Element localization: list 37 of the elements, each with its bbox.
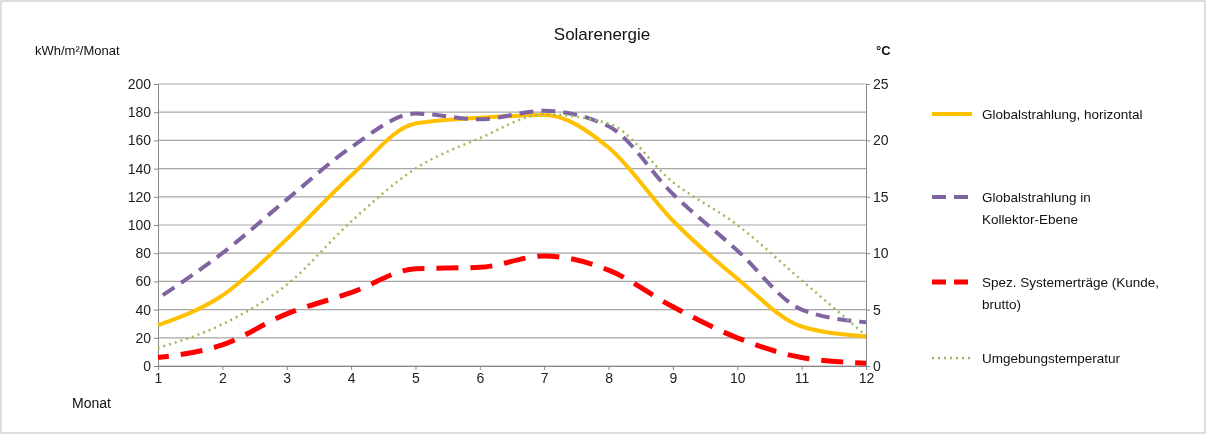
legend-label: Globalstrahlung, horizontal	[982, 107, 1143, 122]
y-axis-title: kWh/m²/Monat	[35, 43, 120, 58]
x-tick-label: 12	[858, 369, 875, 386]
chart-title: Solarenergie	[553, 25, 651, 44]
x-tick-label: 7	[540, 369, 549, 386]
x-tick-label: 8	[605, 369, 614, 386]
y-tick-label: 0	[143, 357, 152, 374]
y2-tick-label: 25	[873, 75, 889, 92]
y2-axis-title: °C	[876, 43, 892, 58]
y-tick-label: 20	[135, 329, 152, 346]
x-tick-label: 5	[412, 369, 421, 386]
x-tick-label: 1	[154, 369, 163, 386]
x-tick-label: 3	[283, 369, 292, 386]
y-tick-label: 120	[127, 188, 152, 205]
y-tick-label: 140	[127, 160, 152, 177]
legend-label: Spez. Systemerträge (Kunde, brutto)	[982, 275, 1160, 312]
y-tick-label: 80	[135, 245, 152, 262]
y2-tick-label: 0	[873, 357, 881, 374]
x-tick-label: 11	[794, 369, 810, 386]
y-tick-label: 60	[135, 273, 152, 290]
y2-tick-label: 5	[873, 301, 881, 318]
y-tick-label: 180	[127, 104, 152, 121]
y-tick-label: 40	[135, 301, 152, 318]
x-tick-label: 6	[476, 369, 485, 386]
y2-tick-label: 10	[873, 245, 889, 262]
x-tick-label: 2	[218, 369, 227, 386]
x-tick-label: 9	[669, 369, 678, 386]
y-tick-label: 200	[127, 75, 152, 92]
legend-label: Globalstrahlung in Kollektor-Ebene	[982, 190, 1091, 227]
y-tick-label: 100	[127, 216, 152, 233]
y2-tick-label: 15	[873, 188, 889, 205]
x-tick-label: 10	[729, 369, 746, 386]
x-axis-title: Monat	[72, 395, 112, 411]
legend-label: Umgebungstemperatur	[982, 351, 1121, 366]
x-tick-label: 4	[347, 369, 356, 386]
y2-tick-label: 20	[873, 132, 889, 149]
y-tick-label: 160	[127, 132, 152, 149]
